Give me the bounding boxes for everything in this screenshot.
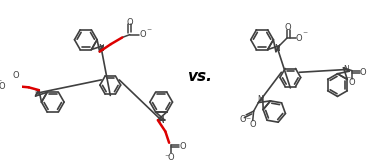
Text: vs.: vs.	[187, 69, 212, 84]
Text: ⁻: ⁻	[245, 116, 251, 127]
Text: N: N	[344, 65, 349, 74]
Text: N: N	[34, 89, 40, 98]
Text: ⁻: ⁻	[165, 153, 170, 162]
Text: ⁻: ⁻	[146, 27, 151, 37]
Text: O: O	[296, 34, 302, 43]
Text: N: N	[98, 44, 104, 53]
Text: O: O	[0, 82, 6, 91]
Text: ⁻: ⁻	[345, 75, 351, 85]
Text: N: N	[158, 116, 164, 125]
Text: ⁻: ⁻	[0, 79, 1, 88]
Text: O: O	[12, 71, 19, 81]
Text: N: N	[258, 95, 263, 104]
Text: O: O	[285, 23, 291, 32]
Text: ⁻: ⁻	[302, 30, 307, 40]
Text: O: O	[140, 30, 146, 39]
Text: N: N	[275, 44, 280, 53]
Text: O: O	[126, 18, 133, 27]
Text: O: O	[239, 115, 246, 124]
Text: O: O	[168, 153, 174, 162]
Text: O: O	[360, 68, 367, 76]
Text: O: O	[349, 78, 355, 87]
Text: O: O	[249, 120, 256, 129]
Text: O: O	[179, 142, 186, 150]
